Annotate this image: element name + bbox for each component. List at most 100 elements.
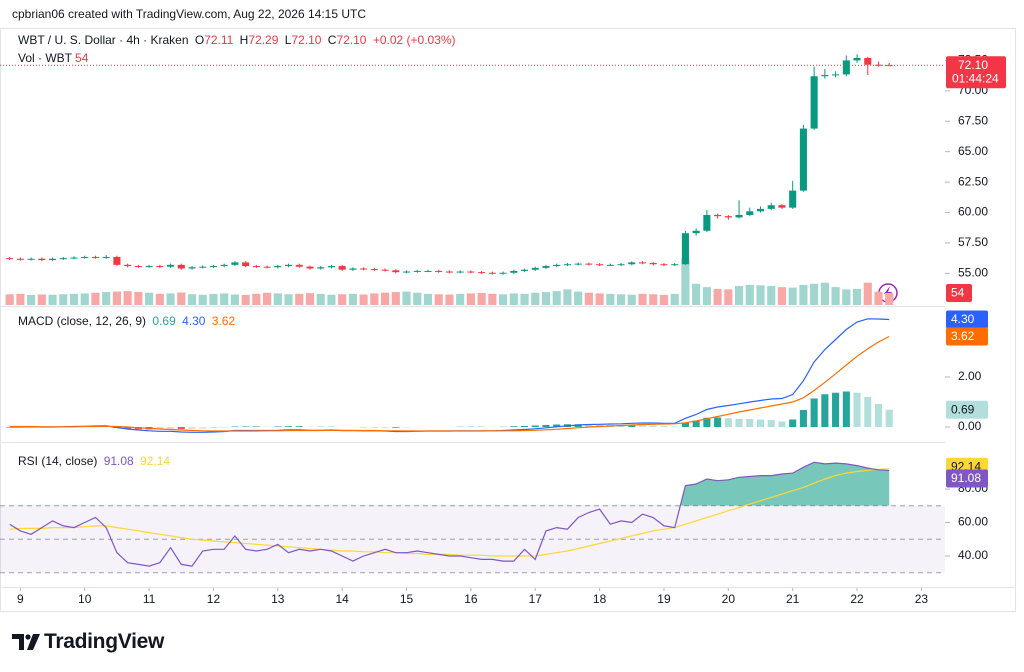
- histogram-bar: [789, 419, 797, 427]
- volume-bar: [295, 293, 304, 305]
- histogram-bar: [209, 427, 217, 428]
- candle-body: [209, 266, 217, 268]
- x-tick-label: 16: [464, 592, 478, 606]
- signal-value: 3.62: [211, 314, 236, 328]
- volume-bar: [91, 292, 100, 305]
- histogram-bar: [649, 425, 657, 427]
- volume-bar: [434, 294, 443, 305]
- legend-value: 72.10: [336, 33, 367, 47]
- rsi-legend: RSI (14, close) 91.08 92.14: [18, 454, 173, 468]
- volume-bar: [230, 294, 239, 305]
- volume-bar: [745, 284, 754, 305]
- volume-bar: [263, 292, 272, 305]
- x-tick-label: 19: [657, 592, 671, 606]
- chart-frame: [0, 28, 1016, 612]
- candle-body: [38, 258, 46, 260]
- candle-body: [649, 263, 657, 265]
- volume-bar: [713, 288, 722, 305]
- candle-body: [370, 269, 378, 271]
- volume-bar: [563, 289, 572, 305]
- volume-bar: [831, 287, 840, 305]
- volume-bar: [541, 292, 551, 305]
- macd-legend: MACD (close, 12, 26, 9) 0.69 4.30 3.62: [18, 314, 238, 328]
- legend-change: +0.02 (+0.03%): [372, 33, 456, 47]
- last-price-box: [946, 56, 1006, 89]
- candle-body: [242, 262, 250, 267]
- volume-bar: [531, 292, 540, 305]
- candle-body: [692, 230, 700, 234]
- candle-body: [681, 233, 689, 265]
- candle-body: [628, 262, 636, 265]
- candle-body: [596, 264, 604, 266]
- volume-value: 54: [75, 51, 89, 65]
- y-tick-label: 55.00: [958, 266, 988, 280]
- candle-body: [413, 270, 421, 272]
- rsi-ma-value: 92.14: [140, 454, 171, 468]
- histogram-bar: [553, 424, 561, 427]
- last-price-label: 72.10: [958, 58, 988, 72]
- volume-bar: [391, 292, 400, 305]
- volume-bar: [177, 292, 186, 305]
- volume-legend: Vol · WBT 54: [18, 51, 91, 65]
- histogram-bar: [703, 417, 711, 427]
- volume-bar: [37, 294, 46, 305]
- y-tick-label: 62.50: [958, 174, 988, 188]
- candle-body: [767, 205, 775, 209]
- candle-body: [714, 214, 722, 217]
- volume-bar: [488, 293, 497, 305]
- x-tick-label: 9: [17, 592, 24, 606]
- volume-bar: [874, 291, 883, 305]
- candle-body: [510, 270, 518, 273]
- candle-body: [821, 75, 829, 77]
- countdown-label: 01:44:24: [952, 71, 999, 85]
- volume-bar: [402, 291, 411, 305]
- candle-body: [349, 268, 357, 270]
- volume-bar: [606, 293, 615, 305]
- volume-bar: [659, 294, 669, 305]
- rsi-label-box: [946, 469, 988, 488]
- candle-body: [6, 258, 14, 260]
- volume-bar: [241, 294, 250, 305]
- volume-bar: [187, 294, 197, 305]
- histogram-bar: [585, 424, 593, 427]
- attribution: cpbrian06 created with TradingView.com, …: [12, 7, 366, 21]
- histogram-bar: [767, 420, 775, 427]
- histogram-bar: [392, 427, 400, 428]
- histogram-bar: [735, 418, 743, 427]
- histogram-bar: [285, 426, 293, 427]
- candle-body: [488, 272, 496, 274]
- histogram-bar: [242, 426, 250, 427]
- rsi-label: 91.08: [951, 471, 981, 485]
- histogram-bar: [842, 391, 850, 427]
- candle-body: [585, 263, 593, 265]
- candle-body: [124, 264, 132, 267]
- legend-value: 72.29: [248, 33, 279, 47]
- histogram-bar: [531, 425, 539, 427]
- histogram-bar: [671, 426, 679, 427]
- volume-bar: [627, 294, 636, 305]
- candle-body: [381, 269, 389, 271]
- histogram-bar: [853, 392, 861, 427]
- volume-bar: [820, 282, 829, 305]
- histogram-bar: [714, 417, 722, 427]
- candle-body: [746, 211, 754, 215]
- candle-body: [467, 271, 475, 273]
- volume-bar: [616, 294, 626, 305]
- macd-line: [9, 318, 890, 433]
- histogram-bar: [885, 409, 893, 427]
- candle-body: [402, 271, 411, 273]
- candle-body: [263, 266, 271, 268]
- candle-body: [478, 272, 486, 274]
- x-tick-label: 12: [207, 592, 221, 606]
- x-tick-label: 23: [915, 592, 929, 606]
- volume-bar: [370, 293, 379, 305]
- legend-label: O: [194, 33, 205, 47]
- volume-bar: [574, 291, 583, 305]
- candle-body: [70, 257, 78, 259]
- volume-bar: [724, 289, 733, 305]
- legend-label: H: [239, 33, 249, 47]
- histogram-bar: [778, 421, 786, 427]
- volume-label: 54: [951, 286, 965, 300]
- macd-label-box: [946, 310, 988, 329]
- candle-body: [542, 266, 550, 268]
